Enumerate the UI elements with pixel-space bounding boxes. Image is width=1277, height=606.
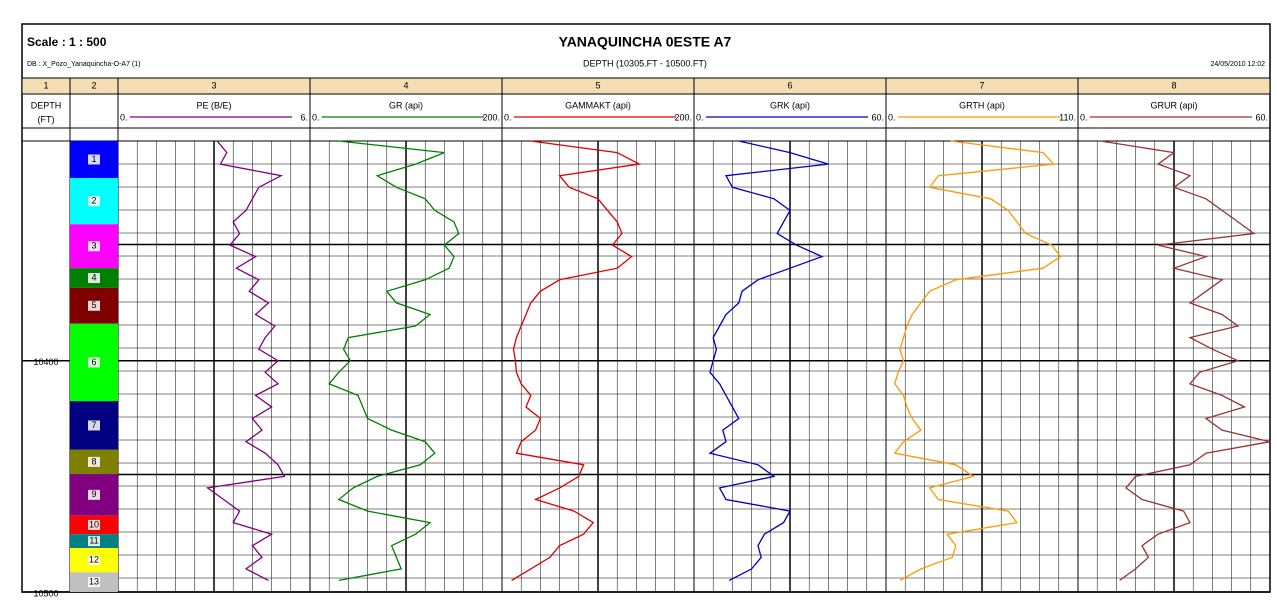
date: 24/05/2010 12:02 [1211,61,1266,68]
column-number: 3 [211,80,216,90]
scale-min: 0. [888,112,896,122]
zone-label-box [88,489,100,500]
scale-max: 200. [674,112,692,122]
zone-label-box [88,273,100,284]
zone-label-box [88,519,100,530]
zone-label: 5 [91,300,96,310]
scale-label: Scale : 1 : 500 [27,35,107,49]
zone-label: 13 [89,577,99,587]
zone-label: 7 [91,420,96,430]
scale-min: 0. [1080,112,1088,122]
zone-label: 3 [91,241,96,251]
depth-unit: (FT) [38,114,55,124]
zone-label-box [88,555,100,566]
zone-label-box [88,196,100,207]
subtitle: DEPTH (10305.FT - 10500.FT) [583,58,707,68]
track-name: GAMMAKT (api) [565,100,631,110]
column-number: 5 [595,80,600,90]
zone-label: 4 [91,272,96,282]
zone-label-box [88,300,100,311]
track-name: GRUR (api) [1150,100,1197,110]
column-number: 4 [403,80,408,90]
track-name: GR (api) [389,100,423,110]
zone-label-box [88,420,100,431]
zone-label: 1 [91,154,96,164]
scale-max: 110. [1059,112,1076,122]
column-number: 6 [787,80,792,90]
zone-label-box [88,357,100,368]
scale-max: 60. [1255,112,1268,122]
zone-label: 6 [91,357,96,367]
zone-label-box [88,456,100,467]
log-curve [511,140,642,581]
log-curve [893,140,1062,581]
track-name: GRK (api) [770,100,810,110]
zone-label-box [88,577,100,588]
zone-label: 2 [91,196,96,206]
zone-label-box [88,536,100,547]
track-name: GRTH (api) [959,100,1005,110]
log-curve [1100,140,1271,581]
title: YANAQUINCHA 0ESTE A7 [559,34,732,50]
column-number: 8 [1171,80,1176,90]
scale-max: 6. [300,112,308,122]
depth-tick-label: 10400 [33,357,58,367]
zone-label: 10 [89,519,99,529]
scale-min: 0. [120,112,128,122]
log-curve [328,140,460,582]
scale-max: 60. [871,112,884,122]
zone-label: 9 [91,489,96,499]
zone-label-box [88,154,100,165]
depth-label: DEPTH [31,100,62,110]
scale-min: 0. [504,112,512,122]
scale-min: 0. [696,112,704,122]
depth-tick-label: 10500 [33,588,58,598]
column-number: 7 [979,80,984,90]
column-number: 2 [91,80,96,90]
zone-label: 12 [89,555,99,565]
scale-max: 200. [482,112,500,122]
frame [21,23,1271,593]
db-label: DB : X_Pozo_Yanaquincha-O-A7 (1) [27,61,141,68]
track-name: PE (B/E) [196,100,231,110]
log-curve [205,140,286,581]
log-curve [708,140,829,581]
zone-label-box [88,241,100,252]
column-number: 1 [43,80,48,90]
zone-label: 8 [91,456,96,466]
column-header-row [21,77,1271,95]
scale-min: 0. [312,112,320,122]
zone-label: 11 [89,535,98,545]
